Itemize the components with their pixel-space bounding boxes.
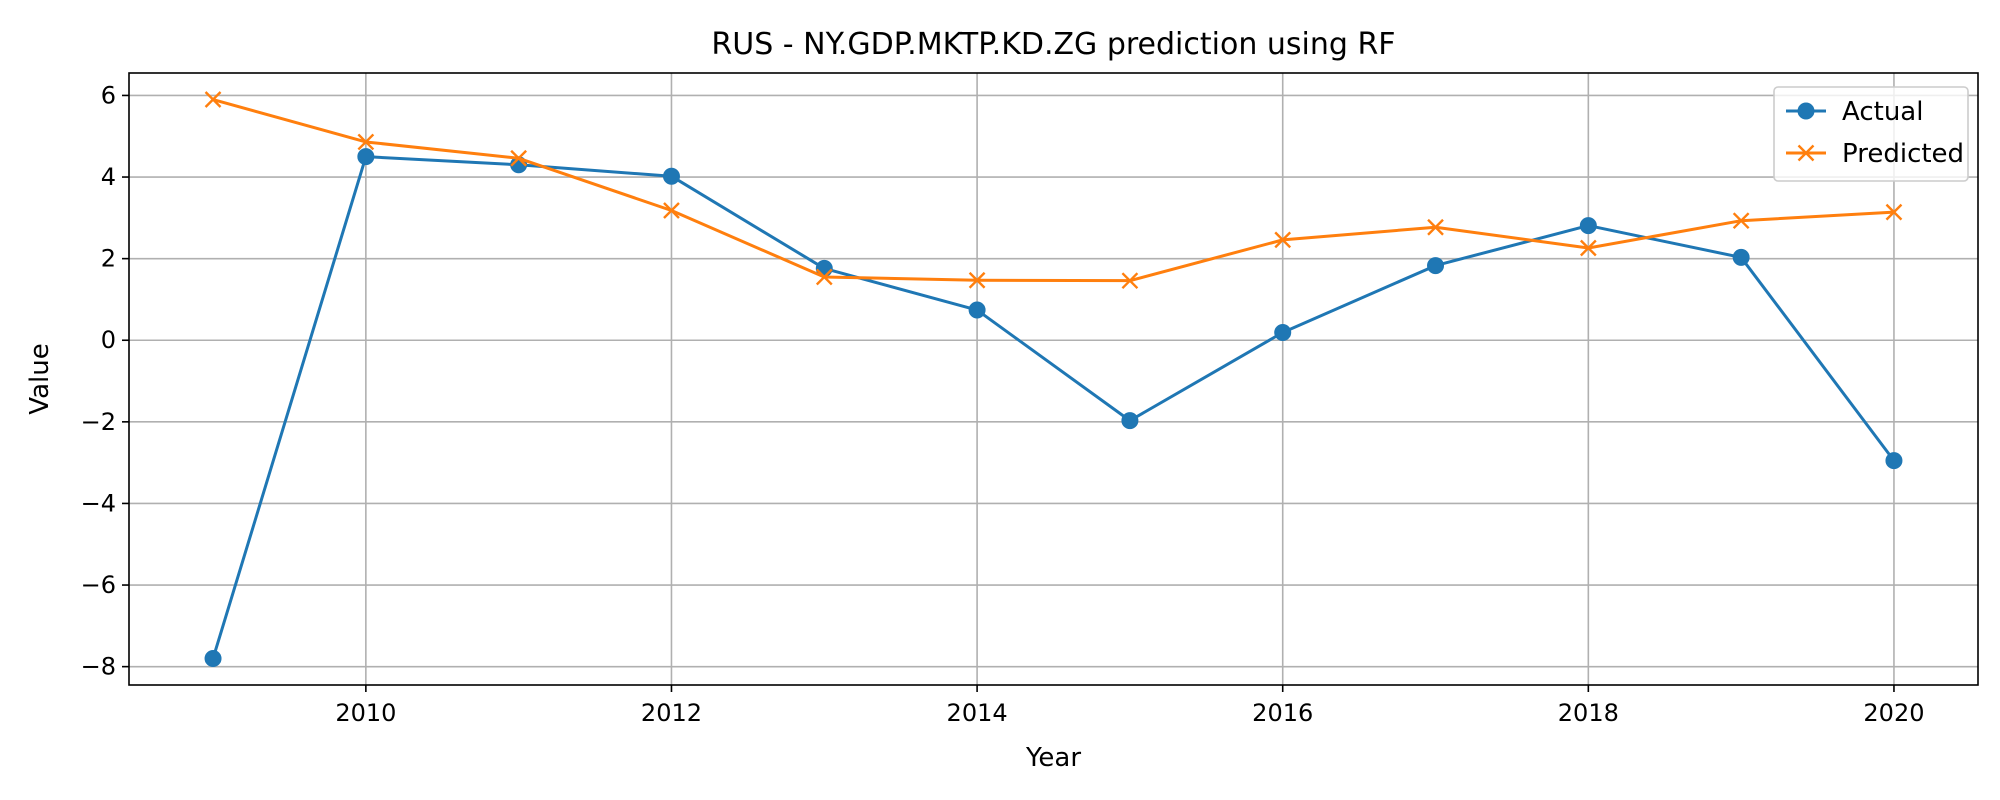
y-tick-label: 2 bbox=[101, 245, 116, 273]
ticks: 2010 2012 2014 2016 2018 2020 −8 −6 −4 −2 0 2 4 6 bbox=[81, 81, 1925, 727]
data-point-predicted-stroke bbox=[663, 202, 680, 219]
data-point-predicted bbox=[1579, 239, 1597, 257]
data-point-predicted bbox=[1732, 212, 1750, 230]
data-point-predicted-stroke bbox=[968, 271, 986, 289]
y-tick-label: −8 bbox=[81, 653, 116, 681]
data-point-actual bbox=[1427, 257, 1445, 275]
chart-title: RUS - NY.GDP.MKTP.KD.ZG prediction using… bbox=[711, 27, 1395, 62]
data-point-predicted bbox=[815, 268, 833, 286]
y-tick-label: −6 bbox=[81, 571, 116, 599]
data-point-predicted-stroke bbox=[1579, 239, 1597, 257]
data-point-predicted bbox=[663, 202, 680, 219]
legend: Actual Predicted bbox=[1773, 86, 1969, 182]
data-point-predicted bbox=[510, 149, 528, 167]
data-point-actual bbox=[662, 167, 680, 185]
y-axis-label: Value bbox=[25, 343, 55, 414]
y-tick-label: 6 bbox=[101, 81, 116, 109]
x-tick-label: 2014 bbox=[947, 699, 1008, 727]
plot-frame bbox=[128, 72, 1979, 686]
series-layer bbox=[204, 91, 1903, 667]
data-point-predicted bbox=[1274, 231, 1292, 249]
data-point-predicted bbox=[1885, 203, 1903, 221]
data-point-actual bbox=[1885, 452, 1903, 470]
legend-marker-predicted-stroke bbox=[1797, 144, 1815, 162]
data-point-actual bbox=[1121, 412, 1139, 430]
x-tick-label: 2020 bbox=[1863, 699, 1924, 727]
data-point-predicted bbox=[968, 271, 986, 289]
y-tick-label: 4 bbox=[101, 163, 116, 191]
legend-label-actual: Actual bbox=[1842, 97, 1923, 127]
data-point-predicted-stroke bbox=[1427, 218, 1444, 236]
x-tick-label: 2010 bbox=[335, 699, 396, 727]
x-tick-label: 2016 bbox=[1252, 699, 1313, 727]
data-point-predicted bbox=[204, 91, 222, 108]
data-point-predicted bbox=[357, 133, 375, 151]
data-point-actual bbox=[357, 148, 375, 166]
data-point-predicted-stroke bbox=[1732, 212, 1750, 230]
y-tick-label: 0 bbox=[101, 326, 116, 354]
x-axis-label: Year bbox=[1025, 743, 1081, 773]
series-line-actual bbox=[211, 155, 1896, 659]
data-point-predicted bbox=[1121, 272, 1139, 290]
data-point-actual bbox=[1579, 217, 1597, 235]
series-line-predicted bbox=[212, 98, 1895, 283]
data-point-predicted-stroke bbox=[1885, 203, 1903, 221]
y-tick-label: −2 bbox=[81, 408, 116, 436]
data-point-predicted bbox=[1427, 218, 1444, 236]
legend-entry-predicted: Predicted bbox=[1786, 139, 1964, 169]
data-point-predicted-stroke bbox=[204, 91, 222, 108]
data-point-predicted-stroke bbox=[815, 268, 833, 286]
series-predicted bbox=[204, 91, 1903, 290]
data-point-predicted-stroke bbox=[510, 149, 528, 167]
legend-marker-predicted bbox=[1797, 144, 1815, 162]
data-point-predicted-stroke bbox=[1274, 231, 1292, 249]
y-tick-label: −4 bbox=[81, 489, 116, 517]
data-point-predicted-stroke bbox=[1121, 272, 1139, 290]
legend-label-predicted: Predicted bbox=[1842, 139, 1964, 169]
data-point-actual bbox=[1274, 323, 1292, 341]
data-point-actual bbox=[204, 649, 222, 667]
legend-marker-actual bbox=[1797, 102, 1815, 120]
data-point-predicted-stroke bbox=[357, 133, 375, 151]
x-tick-label: 2012 bbox=[641, 699, 702, 727]
legend-entry-actual: Actual bbox=[1786, 97, 1923, 127]
data-point-actual bbox=[968, 301, 986, 319]
data-point-actual bbox=[1732, 248, 1750, 266]
x-tick-label: 2018 bbox=[1558, 699, 1619, 727]
